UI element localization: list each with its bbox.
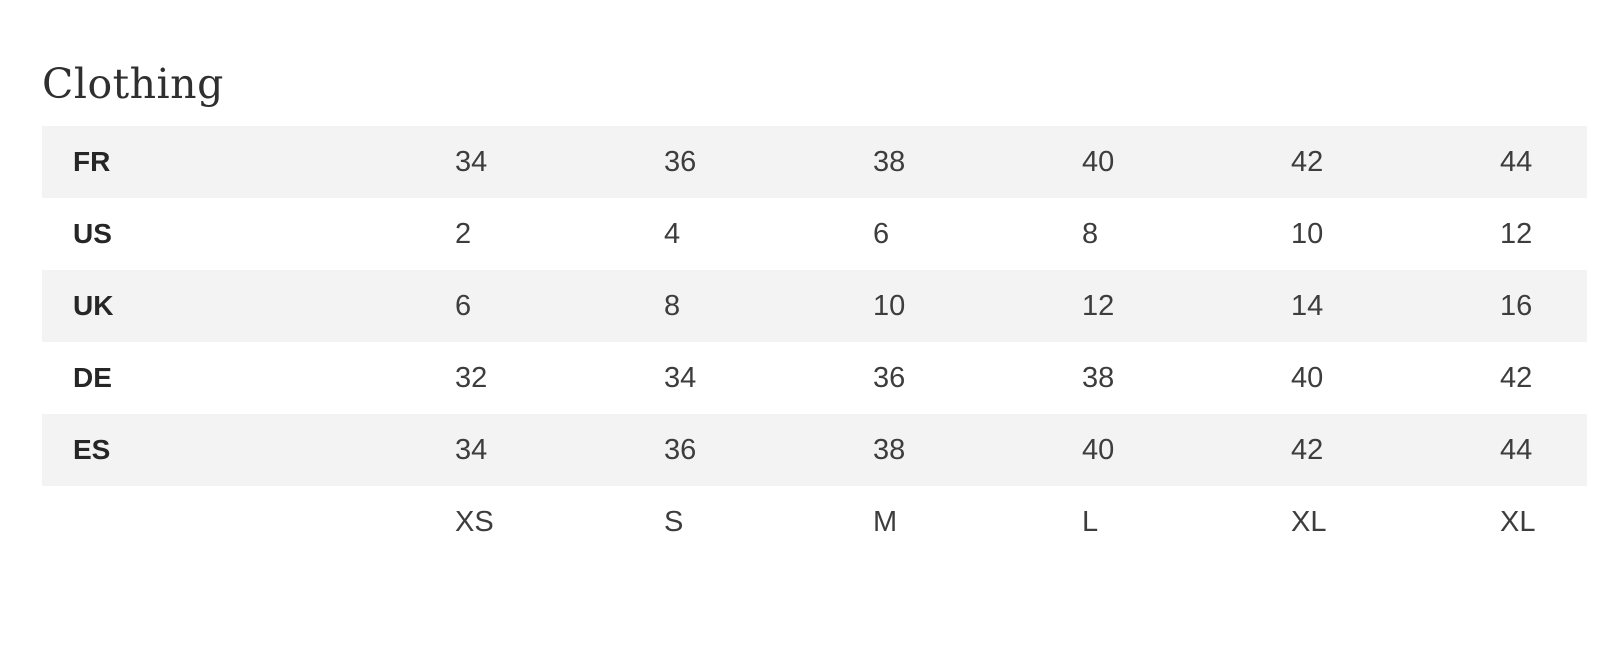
size-value-cell: 38 — [873, 145, 906, 178]
size-value-cell: 42 — [1500, 361, 1533, 394]
size-value-cell: 34 — [664, 361, 697, 394]
row-label: DE — [73, 362, 112, 393]
size-value-cell: 10 — [873, 289, 906, 322]
size-value-cell: 6 — [455, 289, 472, 322]
table-row-de: DE 32 34 36 38 40 42 — [42, 342, 1587, 414]
table-row-es: ES 34 36 38 40 42 44 — [42, 414, 1587, 486]
size-value-cell: 4 — [664, 217, 681, 250]
size-value-cell: 36 — [664, 433, 697, 466]
size-value-cell: XS — [455, 505, 494, 538]
table-row-fr: FR 34 36 38 40 42 44 — [42, 126, 1587, 198]
row-label: US — [73, 218, 112, 249]
row-label: FR — [73, 146, 111, 177]
size-value-cell: 36 — [873, 361, 906, 394]
size-value-cell: 16 — [1500, 289, 1533, 322]
size-value-cell: M — [873, 505, 898, 538]
size-conversion-table: FR 34 36 38 40 42 44 US 2 4 6 8 10 12 UK… — [42, 126, 1587, 558]
size-guide-page: Clothing FR 34 36 38 40 42 44 US 2 4 6 — [0, 60, 1608, 558]
size-value-cell: 8 — [664, 289, 681, 322]
size-value-cell: 10 — [1291, 217, 1324, 250]
size-value-cell: 40 — [1291, 361, 1324, 394]
table-row-us: US 2 4 6 8 10 12 — [42, 198, 1587, 270]
size-value-cell: 12 — [1082, 289, 1115, 322]
size-value-cell: 38 — [1082, 361, 1115, 394]
size-value-cell: 32 — [455, 361, 488, 394]
size-value-cell: 34 — [455, 433, 488, 466]
size-value-cell: 44 — [1500, 433, 1533, 466]
size-value-cell: 8 — [1082, 217, 1099, 250]
size-value-cell: 44 — [1500, 145, 1533, 178]
size-value-cell: 2 — [455, 217, 472, 250]
size-value-cell: 12 — [1500, 217, 1533, 250]
size-value-cell: 40 — [1082, 433, 1115, 466]
row-label: ES — [73, 434, 111, 465]
size-value-cell: 6 — [873, 217, 890, 250]
row-label: UK — [73, 290, 114, 321]
table-row-uk: UK 6 8 10 12 14 16 — [42, 270, 1587, 342]
size-value-cell: 42 — [1291, 433, 1324, 466]
size-value-cell: 14 — [1291, 289, 1324, 322]
size-value-cell: 34 — [455, 145, 488, 178]
page-title: Clothing — [42, 60, 224, 108]
size-value-cell: 38 — [873, 433, 906, 466]
size-value-cell: 42 — [1291, 145, 1324, 178]
size-value-cell: 36 — [664, 145, 697, 178]
table-row-letter-sizes: XS S M L XL XL — [42, 486, 1587, 558]
size-value-cell: XL — [1291, 505, 1327, 538]
row-label — [42, 486, 455, 558]
size-value-cell: XL — [1500, 505, 1536, 538]
size-value-cell: S — [664, 505, 684, 538]
size-value-cell: L — [1082, 505, 1099, 538]
size-value-cell: 40 — [1082, 145, 1115, 178]
